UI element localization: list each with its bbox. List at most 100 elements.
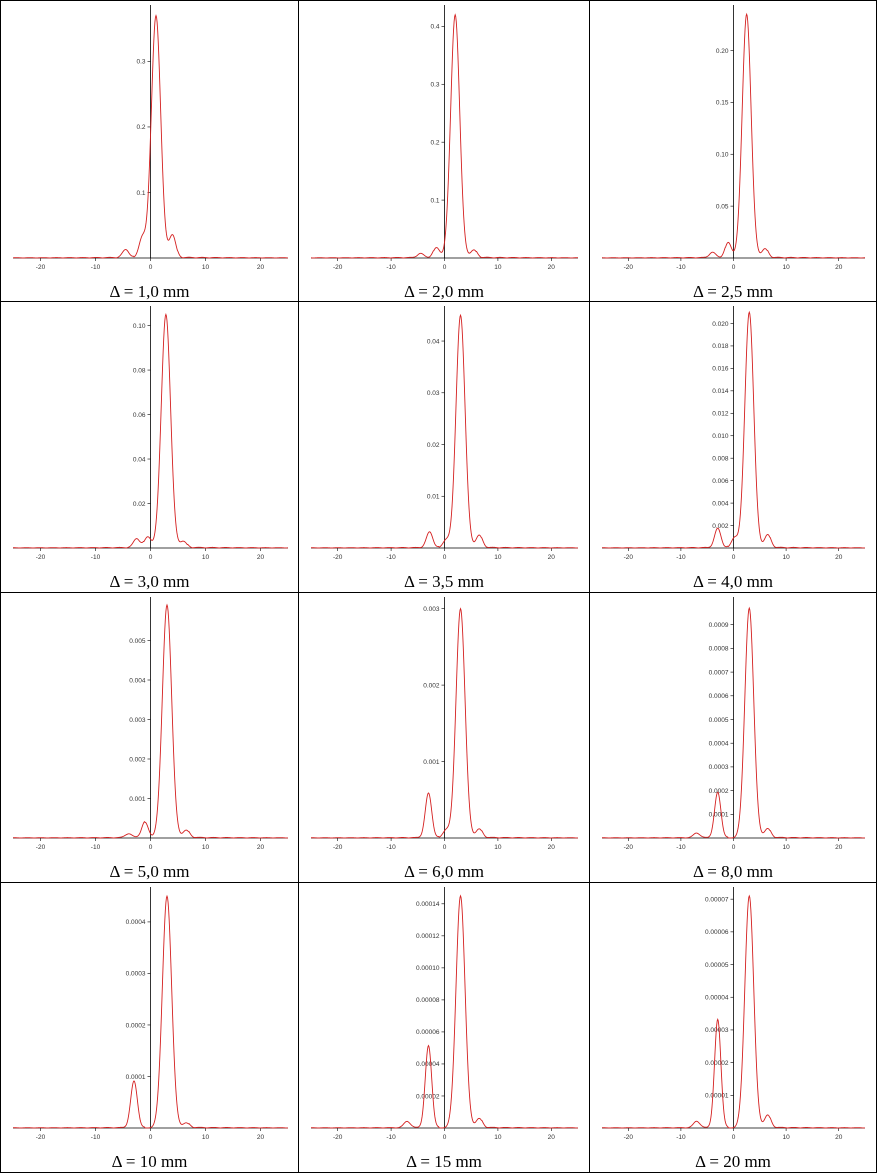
y-tick-label: 0.0007: [709, 669, 729, 676]
x-tick-label: -20: [36, 554, 46, 561]
x-tick-label: 10: [782, 844, 790, 851]
x-tick-label: 20: [835, 264, 843, 271]
y-tick-label: 0.012: [712, 411, 729, 418]
plot-area: -20 -10 0 10 20 0.00002 0.00004 0.00006 0.00008 0…: [310, 887, 579, 1141]
x-tick-label: -10: [676, 844, 686, 851]
x-tick-label: -10: [91, 264, 101, 271]
x-tick-label: -20: [624, 264, 634, 271]
chart-panel: -20 -10 0 10 20 0.01 0.02 0.03 0.04 Δ = 3,5 mm: [299, 302, 590, 593]
chart-panel: -20 -10 0 10 20 0.0001 0.0002 0.0003 0.0004 Δ = 1…: [0, 883, 299, 1173]
chart-title: Δ = 15 mm: [406, 1152, 482, 1171]
x-tick-label: 20: [835, 844, 843, 851]
x-tick-label: -10: [386, 844, 396, 851]
y-tick-label: 0.1: [430, 197, 439, 204]
chart-panel: -20 -10 0 10 20 0.05 0.10 0.15 0.20 Δ = 2,5 mm: [590, 0, 877, 302]
y-tick-label: 0.2: [430, 139, 439, 146]
chart-panel: -20 -10 0 10 20 0.00001 0.00002 0.00003 0.00004 0…: [590, 883, 877, 1173]
x-tick-label: 20: [257, 264, 265, 271]
series-line: [310, 313, 579, 549]
x-tick-label: 10: [494, 844, 502, 851]
x-tick-label: 20: [548, 844, 556, 851]
y-tick-label: 0.06: [133, 412, 146, 419]
y-tick-label: 0.0001: [709, 812, 729, 819]
x-tick-label: 0: [443, 1134, 447, 1141]
y-tick-label: 0.004: [129, 677, 146, 684]
x-tick-label: -20: [36, 1134, 46, 1141]
plot-area: -20 -10 0 10 20 0.001 0.002 0.003 0.004 0.005: [12, 597, 289, 851]
y-tick-label: 0.003: [129, 717, 146, 724]
x-tick-label: -10: [676, 554, 686, 561]
y-tick-label: 0.02: [427, 442, 440, 449]
y-tick-label: 0.08: [133, 367, 146, 374]
y-tick-label: 0.1: [136, 190, 145, 197]
plot-area: -20 -10 0 10 20 0.01 0.02 0.03 0.04: [310, 306, 579, 561]
x-tick-label: 0: [732, 554, 736, 561]
chart-panel: -20 -10 0 10 20 0.001 0.002 0.003 0.004 0.005 Δ = …: [0, 593, 299, 883]
x-tick-label: 10: [782, 554, 790, 561]
chart-panel: -20 -10 0 10 20 0.002 0.004 0.006 0.008 0.010 0.01…: [590, 302, 877, 593]
series-line: [602, 606, 866, 839]
y-tick-label: 0.003: [423, 606, 440, 613]
y-tick-label: 0.02: [133, 501, 146, 508]
y-tick-label: 0.00001: [705, 1093, 729, 1100]
x-tick-label: 0: [149, 264, 153, 271]
x-tick-label: -10: [386, 264, 396, 271]
y-tick-label: 0.006: [712, 478, 729, 485]
y-tick-label: 0.00007: [705, 896, 729, 903]
y-tick-label: 0.00005: [705, 962, 729, 969]
plot-area: -20 -10 0 10 20 0.02 0.04 0.06 0.08 0.10: [13, 306, 289, 561]
x-tick-label: -10: [676, 264, 686, 271]
x-tick-label: -10: [386, 554, 396, 561]
plot-area: -20 -10 0 10 20 0.0001 0.0002 0.0003 0.0004 0.000…: [602, 597, 866, 851]
x-tick-label: 0: [443, 264, 447, 271]
y-tick-label: 0.014: [712, 388, 729, 395]
series-line: [310, 894, 579, 1129]
series-line: [12, 894, 289, 1129]
y-tick-label: 0.0002: [709, 788, 729, 795]
y-tick-label: 0.3: [430, 82, 439, 89]
x-tick-label: -20: [36, 264, 46, 271]
x-tick-label: -20: [333, 844, 343, 851]
y-tick-label: 0.20: [716, 48, 729, 55]
y-tick-label: 0.0004: [709, 741, 729, 748]
x-tick-label: -10: [91, 844, 101, 851]
x-tick-label: -20: [624, 554, 634, 561]
y-tick-label: 0.00006: [416, 1029, 440, 1036]
x-tick-label: -20: [333, 1134, 343, 1141]
x-tick-label: 0: [149, 554, 153, 561]
chart-title: Δ = 1,0 mm: [109, 282, 190, 301]
series-line: [310, 607, 579, 839]
x-tick-label: 10: [202, 264, 210, 271]
plot-area: -20 -10 0 10 20 0.05 0.10 0.15 0.20: [601, 5, 866, 271]
chart-title: Δ = 2,0 mm: [403, 282, 485, 301]
y-tick-label: 0.0001: [126, 1074, 146, 1081]
chart-panel: -20 -10 0 10 20 0.02 0.04 0.06 0.08 0.10 Δ = 3,0 m…: [0, 302, 299, 593]
x-tick-label: 10: [202, 844, 210, 851]
x-tick-label: -10: [91, 1134, 101, 1141]
chart-panel: -20 -10 0 10 20 0.1 0.2 0.3 0.4 Δ = 2,0 mm: [299, 0, 590, 302]
x-tick-label: 10: [494, 554, 502, 561]
y-tick-label: 0.020: [712, 321, 729, 328]
y-tick-label: 0.001: [423, 759, 440, 766]
x-tick-label: 10: [782, 264, 790, 271]
y-tick-label: 0.00002: [416, 1093, 440, 1100]
y-tick-label: 0.002: [712, 523, 729, 530]
y-tick-label: 0.0003: [709, 764, 729, 771]
chart-panel: -20 -10 0 10 20 0.001 0.002 0.003 Δ = 6,0 mm: [299, 593, 590, 883]
y-tick-label: 0.00006: [705, 929, 729, 936]
x-tick-label: 20: [548, 264, 556, 271]
y-tick-label: 0.0009: [709, 622, 729, 629]
x-tick-label: -20: [333, 554, 343, 561]
chart-title: Δ = 10 mm: [111, 1152, 188, 1171]
y-tick-label: 0.00012: [416, 933, 440, 940]
x-tick-label: 10: [494, 264, 502, 271]
y-tick-label: 0.0006: [709, 693, 729, 700]
series-line: [601, 12, 866, 259]
chart-title: Δ = 6,0 mm: [403, 862, 485, 881]
y-tick-label: 0.04: [427, 338, 440, 345]
chart-title: Δ = 2,5 mm: [692, 282, 774, 301]
y-tick-label: 0.00004: [705, 995, 729, 1002]
y-tick-label: 0.10: [716, 152, 729, 159]
x-tick-label: -10: [386, 1134, 396, 1141]
x-tick-label: 0: [732, 844, 736, 851]
